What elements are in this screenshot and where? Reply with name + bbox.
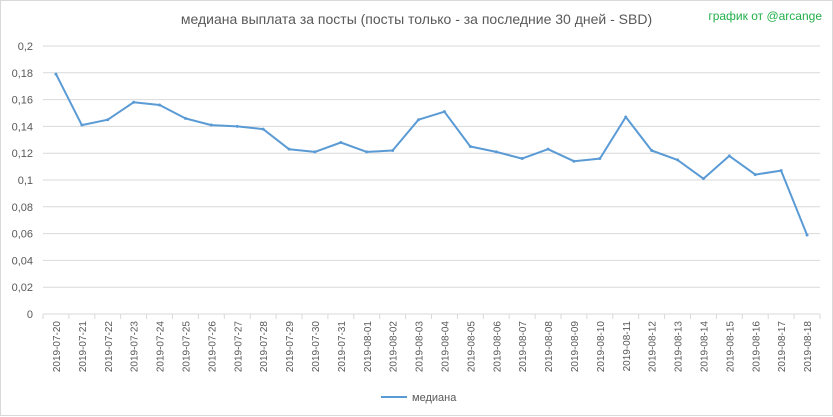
data-point [132,100,136,104]
series-line-mediana [55,73,808,236]
y-tick-label: 0,12 [12,148,33,160]
data-point [468,145,472,148]
x-tick-label: 2019-08-04 [440,321,451,373]
data-point [261,127,265,131]
data-point [494,150,498,154]
data-point [572,159,576,163]
data-point [624,115,628,119]
y-tick-label: 0 [27,309,33,321]
x-tick-label: 2019-08-09 [570,321,581,373]
chart-title: медиана выплата за посты (посты только -… [180,11,653,27]
y-tick-label: 0,2 [18,41,33,53]
x-tick-label: 2019-07-25 [181,321,192,373]
data-point [598,157,602,161]
x-tick-label: 2019-08-03 [415,321,426,373]
data-point [106,118,110,122]
data-point [701,177,705,181]
x-tick-label: 2019-07-24 [156,321,167,373]
x-tick-label: 2019-07-22 [104,321,115,373]
y-tick-label: 0,16 [12,95,33,107]
x-tick-label: 2019-08-15 [725,321,736,373]
x-tick-label: 2019-07-20 [52,321,63,373]
data-point [365,150,369,154]
x-tick-label: 2019-08-17 [777,321,788,373]
x-tick-label: 2019-07-31 [337,321,348,373]
chart-credit: график от @arcange [708,9,822,23]
data-point [80,123,84,127]
data-point [339,140,343,144]
x-tick-label: 2019-08-14 [699,321,710,373]
x-tick-label: 2019-08-12 [648,321,659,373]
data-point [235,124,239,128]
data-point [805,233,809,237]
x-tick-label: 2019-08-02 [389,321,400,373]
data-point [313,150,317,154]
x-tick-label: 2019-08-08 [544,321,555,373]
x-tick-label: 2019-08-06 [492,321,503,373]
x-tick-label: 2019-08-11 [622,321,633,372]
data-point [676,158,680,162]
x-tick-label: 2019-07-21 [78,321,89,373]
y-tick-label: 0,14 [12,121,33,133]
data-point [650,149,654,153]
x-tick-label: 2019-08-13 [674,321,685,373]
y-tick-label: 0,18 [12,68,33,80]
y-tick-label: 0,04 [12,255,33,267]
data-point [183,116,187,120]
data-point [546,147,550,151]
data-point [417,118,421,122]
data-point [753,173,757,177]
x-tick-label: 2019-08-01 [363,321,374,373]
data-point [54,72,58,76]
data-point [442,110,446,114]
y-tick-label: 0,1 [18,175,33,187]
x-tick-label: 2019-08-07 [518,321,529,373]
y-tick-label: 0,02 [12,282,33,294]
x-tick-label: 2019-07-26 [207,321,218,373]
y-tick-label: 0,08 [12,202,33,214]
data-point [779,169,783,173]
data-point [287,147,291,151]
legend-label: медиана [412,392,457,404]
x-tick-label: 2019-07-27 [233,321,244,373]
x-tick-label: 2019-07-29 [285,321,296,373]
x-tick-label: 2019-07-28 [259,321,270,373]
x-tick-label: 2019-07-30 [311,321,322,373]
data-point [520,157,524,161]
data-point [727,154,731,158]
x-tick-label: 2019-07-23 [130,321,141,373]
x-tick-label: 2019-08-05 [466,321,477,373]
data-point [158,103,162,107]
data-point [209,123,213,127]
x-tick-label: 2019-08-10 [596,321,607,373]
x-tick-label: 2019-08-16 [751,321,762,373]
x-tick-label: 2019-08-18 [803,321,814,373]
y-tick-label: 0,06 [12,229,33,241]
data-point [391,149,395,153]
